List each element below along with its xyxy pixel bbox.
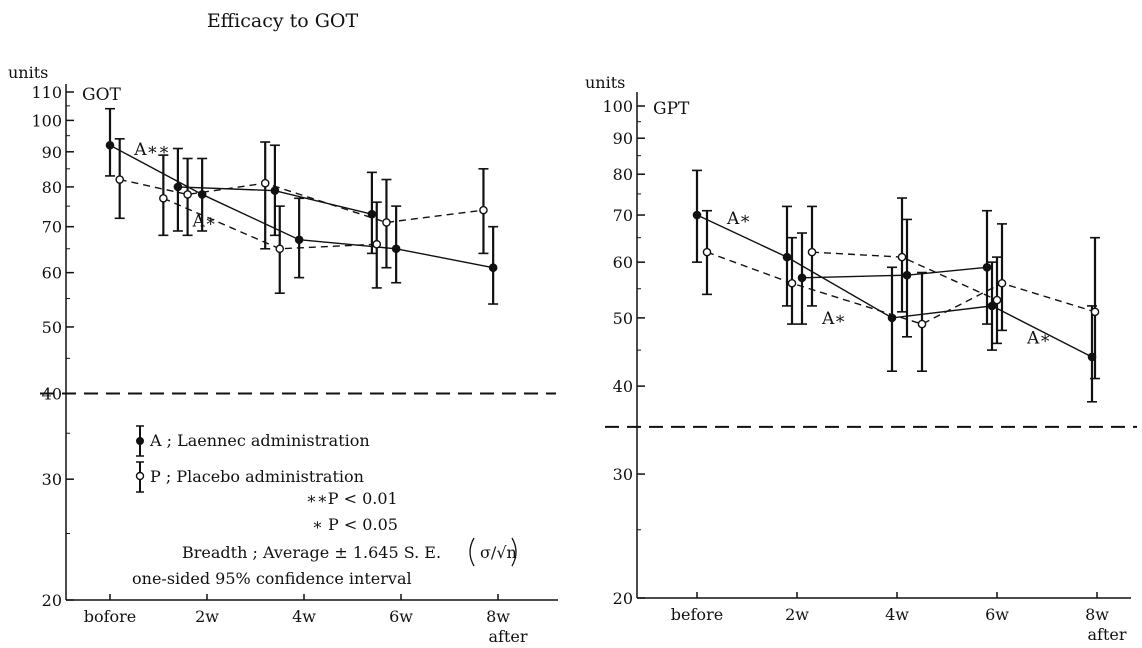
y-tick-label: 90 — [42, 143, 62, 162]
gpt-chart: units GPT 20 30 40 50 60 70 80 90 100 before 2w 4w 6… — [585, 73, 1137, 644]
y-tick-label: 100 — [602, 97, 633, 116]
data-point — [692, 210, 702, 220]
legend-breadth: Breadth ; Average ± 1.645 S. E. — [182, 543, 441, 562]
significance-annotation: A∗ — [726, 209, 751, 229]
x-tick-label: bofore — [84, 607, 137, 626]
got-chart: units GOT A ; Laennec administration P ;… — [8, 63, 558, 646]
data-point — [382, 218, 391, 227]
paren-right — [511, 537, 517, 567]
legend: A ; Laennec administration P ; Placebo a… — [132, 425, 517, 588]
data-point — [488, 263, 498, 272]
y-tick-label: 60 — [42, 264, 62, 283]
y-axis-unit: units — [8, 63, 48, 82]
x-sublabel: after — [488, 627, 527, 646]
x-tick-label: 2w — [195, 607, 219, 626]
data-point — [173, 182, 183, 192]
y-tick-label: 110 — [31, 83, 62, 102]
x-sublabel: after — [1087, 625, 1126, 644]
series-line — [706, 251, 1096, 325]
x-tick-label: 6w — [389, 607, 413, 626]
data-point — [159, 193, 168, 203]
legend-sig-001: ∗∗P < 0.01 — [306, 489, 398, 508]
data-point — [391, 244, 401, 254]
legend-a: A ; Laennec administration — [149, 431, 370, 450]
data-point — [367, 209, 377, 219]
y-tick-label: 20 — [613, 589, 633, 608]
data-point — [260, 178, 270, 188]
x-tick-label: 2w — [785, 605, 809, 624]
data-point — [997, 278, 1007, 288]
legend-a-marker — [136, 437, 144, 445]
legend-p: P ; Placebo administration — [150, 467, 364, 486]
series-line — [801, 266, 988, 279]
significance-annotation: A∗ — [821, 309, 846, 329]
data-point — [479, 205, 488, 215]
data-point — [1090, 307, 1100, 317]
series-p-3 — [807, 197, 1002, 345]
y-tick-label: 40 — [613, 377, 633, 396]
data-point — [105, 140, 115, 150]
x-tick-label: 8w — [486, 607, 510, 626]
series-a-0 — [692, 169, 1097, 403]
legend-ci-note: one-sided 95% confidence interval — [132, 569, 412, 588]
series-line — [109, 144, 494, 269]
y-tick-label: 30 — [42, 470, 62, 489]
panel-label: GPT — [653, 99, 690, 119]
data-point — [275, 244, 285, 254]
x-tick-label: before — [671, 605, 723, 624]
y-tick-label: 100 — [31, 111, 62, 130]
series-p-2 — [114, 138, 489, 269]
y-tick-label: 80 — [42, 178, 62, 197]
y-tick-label: 50 — [613, 309, 633, 328]
paren-left — [469, 537, 475, 567]
significance-annotation: A∗ — [1026, 328, 1051, 348]
data-point — [787, 278, 797, 288]
series-p-2 — [702, 209, 1100, 380]
series-p-3 — [158, 154, 382, 294]
panel-label: GOT — [82, 85, 122, 105]
y-tick-label: 60 — [613, 253, 633, 272]
y-tick-label: 50 — [42, 318, 62, 337]
data-point — [270, 186, 280, 195]
data-point — [807, 247, 817, 257]
main-title: Efficacy to GOT — [206, 10, 359, 32]
y-tick-label: 30 — [613, 465, 633, 484]
legend-sig-005: ∗ P < 0.05 — [312, 515, 398, 534]
data-point — [294, 235, 304, 245]
series-a-1 — [172, 144, 377, 255]
data-point — [782, 252, 792, 262]
legend-p-marker — [135, 471, 145, 481]
data-point — [917, 319, 927, 329]
significance-annotation: A∗∗ — [133, 140, 169, 160]
series-a-0 — [105, 107, 499, 305]
y-tick-label: 20 — [42, 591, 62, 610]
data-point — [372, 239, 382, 249]
data-point — [797, 273, 807, 283]
y-tick-label: 90 — [613, 129, 633, 148]
y-tick-label: 80 — [613, 165, 633, 184]
data-point — [702, 247, 712, 257]
data-point — [987, 301, 997, 311]
data-point — [115, 175, 124, 184]
significance-annotation: A∗ — [191, 212, 216, 232]
x-tick-label: 4w — [292, 607, 316, 626]
legend-breadth-formula: σ/√n — [480, 543, 517, 562]
x-tick-label: 8w — [1085, 605, 1109, 624]
data-point — [902, 270, 912, 280]
data-point — [897, 252, 907, 262]
data-point — [183, 190, 192, 199]
data-point — [992, 295, 1002, 305]
x-tick-label: 4w — [885, 605, 909, 624]
y-tick-label: 70 — [42, 218, 62, 237]
x-tick-label: 6w — [985, 605, 1009, 624]
y-axis-unit: units — [585, 73, 625, 92]
y-tick-label: 70 — [613, 206, 633, 225]
series-a-1 — [797, 209, 992, 338]
data-point — [982, 262, 992, 272]
